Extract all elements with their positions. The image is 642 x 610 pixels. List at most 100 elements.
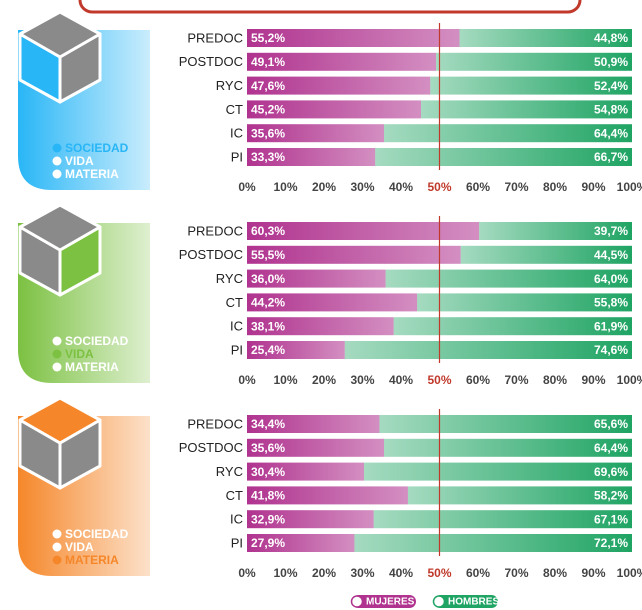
category-label: CT (226, 488, 243, 503)
x-tick-label: 10% (273, 373, 297, 387)
category-label: IC (230, 126, 243, 141)
x-tick-label: 70% (504, 566, 528, 580)
value-label: 60,3% (251, 224, 285, 238)
category-label: IC (230, 512, 243, 527)
icon-label: SOCIEDAD (65, 334, 129, 348)
icon-bullet (53, 337, 62, 346)
value-label: 65,6% (594, 417, 628, 431)
category-label: PI (231, 149, 243, 164)
icon-label: VIDA (65, 540, 94, 554)
value-label: 64,0% (594, 272, 628, 286)
value-label: 55,5% (251, 248, 285, 262)
value-label: 69,6% (594, 465, 628, 479)
category-label: RYC (216, 464, 243, 479)
icon-bullet (53, 363, 62, 372)
value-label: 61,9% (594, 319, 628, 333)
icon-bullet (53, 144, 62, 153)
x-tick-label: 50% (427, 373, 451, 387)
icon-bullet (53, 350, 62, 359)
x-tick-label: 50% (427, 566, 451, 580)
icon-label: MATERIA (65, 167, 119, 181)
icon-bullet (53, 556, 62, 565)
value-label: 67,1% (594, 512, 628, 526)
value-label: 74,6% (594, 343, 628, 357)
category-label: CT (226, 102, 243, 117)
category-label: RYC (216, 78, 243, 93)
x-tick-label: 80% (543, 566, 567, 580)
x-tick-label: 30% (350, 566, 374, 580)
x-tick-label: 40% (389, 180, 413, 194)
category-label: PREDOC (187, 30, 243, 45)
x-tick-label: 20% (312, 180, 336, 194)
category-label: PI (231, 535, 243, 550)
x-tick-label: 80% (543, 373, 567, 387)
x-tick-label: 30% (350, 373, 374, 387)
value-label: 35,6% (251, 441, 285, 455)
legend-dot (352, 596, 363, 607)
legend-label: MUJERES (366, 597, 415, 608)
value-label: 55,8% (594, 296, 628, 310)
x-tick-label: 0% (238, 373, 256, 387)
x-tick-label: 90% (581, 566, 605, 580)
value-label: 25,4% (251, 343, 285, 357)
x-tick-label: 90% (581, 180, 605, 194)
category-label: PREDOC (187, 416, 243, 431)
x-tick-label: 70% (504, 180, 528, 194)
value-label: 66,7% (594, 150, 628, 164)
icon-bullet (53, 157, 62, 166)
value-label: 30,4% (251, 465, 285, 479)
value-label: 36,0% (251, 272, 285, 286)
legend-label: HOMBRES (448, 597, 499, 608)
value-label: 45,2% (251, 103, 285, 117)
value-label: 27,9% (251, 536, 285, 550)
value-label: 64,4% (594, 126, 628, 140)
icon-bullet (53, 543, 62, 552)
value-label: 39,7% (594, 224, 628, 238)
x-tick-label: 60% (466, 566, 490, 580)
icon-bullet (53, 170, 62, 179)
icon-label: VIDA (65, 154, 94, 168)
value-label: 44,8% (594, 31, 628, 45)
x-tick-label: 10% (273, 566, 297, 580)
value-label: 41,8% (251, 489, 285, 503)
x-tick-label: 30% (350, 180, 374, 194)
bar-segment (354, 534, 632, 552)
icon-label: SOCIEDAD (65, 527, 129, 541)
value-label: 49,1% (251, 55, 285, 69)
value-label: 52,4% (594, 79, 628, 93)
value-label: 47,6% (251, 79, 285, 93)
x-tick-label: 60% (466, 180, 490, 194)
x-tick-label: 50% (427, 180, 451, 194)
value-label: 44,2% (251, 296, 285, 310)
x-tick-label: 40% (389, 566, 413, 580)
value-label: 72,1% (594, 536, 628, 550)
value-label: 35,6% (251, 126, 285, 140)
category-label: POSTDOC (179, 247, 243, 262)
category-label: POSTDOC (179, 54, 243, 69)
icon-label: VIDA (65, 347, 94, 361)
value-label: 34,4% (251, 417, 285, 431)
value-label: 50,9% (594, 55, 628, 69)
value-label: 32,9% (251, 512, 285, 526)
x-tick-label: 0% (238, 566, 256, 580)
x-tick-label: 60% (466, 373, 490, 387)
value-label: 38,1% (251, 319, 285, 333)
x-tick-label: 90% (581, 373, 605, 387)
category-label: CT (226, 295, 243, 310)
category-label: IC (230, 319, 243, 334)
category-label: PI (231, 342, 243, 357)
value-label: 33,3% (251, 150, 285, 164)
x-tick-label: 0% (238, 180, 256, 194)
icon-label: MATERIA (65, 553, 119, 567)
value-label: 44,5% (594, 248, 628, 262)
x-tick-label: 20% (312, 373, 336, 387)
value-label: 64,4% (594, 441, 628, 455)
x-tick-label: 100% (617, 566, 642, 580)
x-tick-label: 40% (389, 373, 413, 387)
category-label: RYC (216, 271, 243, 286)
x-tick-label: 80% (543, 180, 567, 194)
value-label: 58,2% (594, 489, 628, 503)
x-tick-label: 70% (504, 373, 528, 387)
bar-segment (364, 463, 632, 481)
